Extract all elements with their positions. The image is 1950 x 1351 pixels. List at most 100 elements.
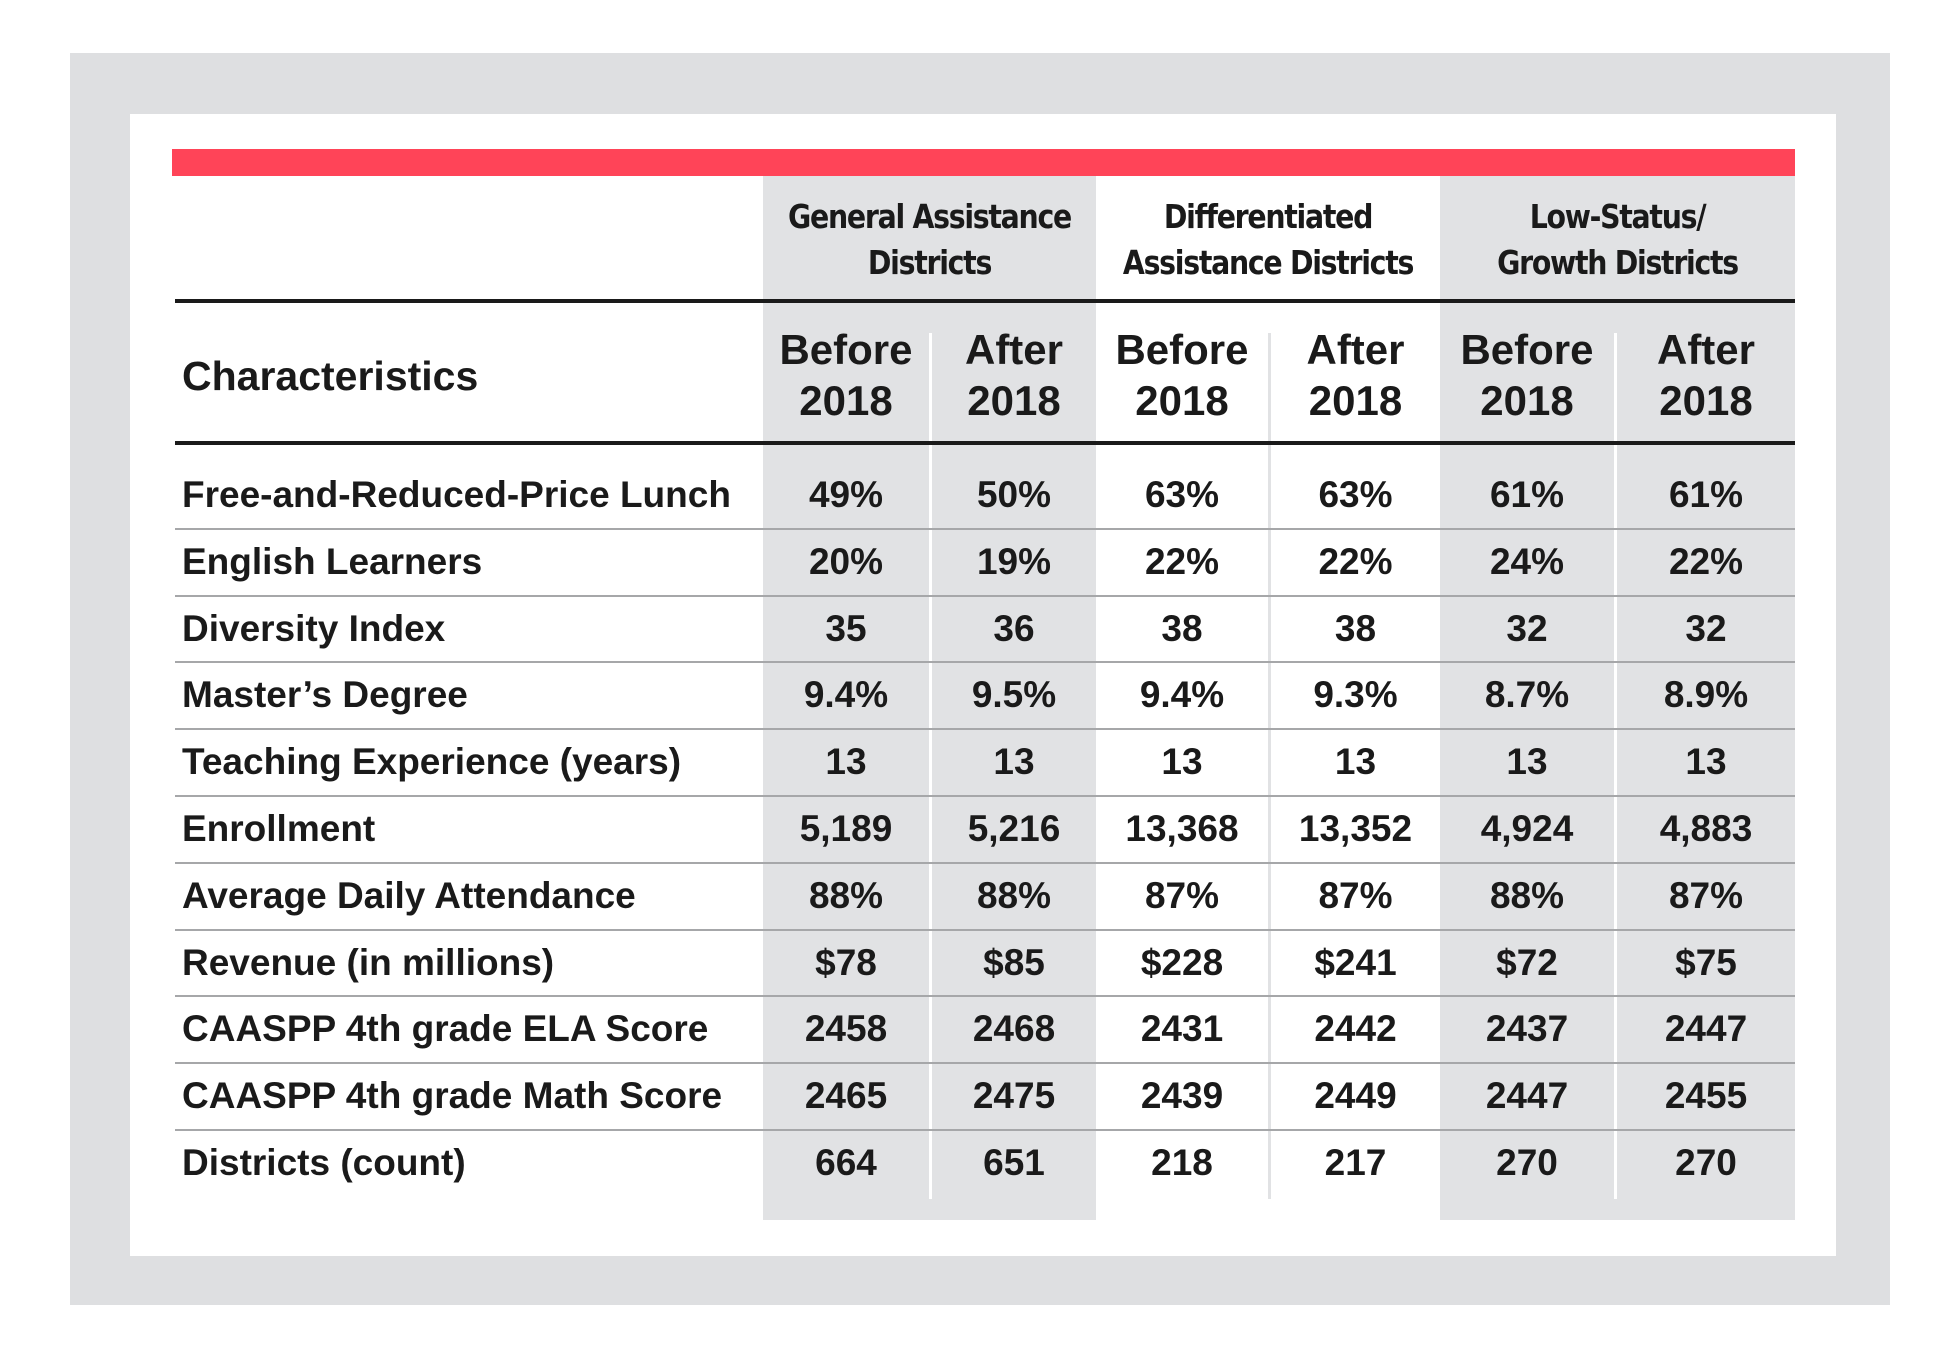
characteristics-header: Characteristics [182, 353, 479, 399]
table-cell: 664 [815, 1142, 877, 1183]
table-cell: 35 [825, 607, 867, 649]
row-separator [175, 929, 1795, 931]
table-cell: 88% [1489, 874, 1565, 916]
row-separator [175, 595, 1795, 597]
table-cell: $72 [1496, 941, 1558, 983]
period-header-before: Before 2018 [779, 326, 913, 424]
table-cell: 9.4% [1139, 674, 1225, 716]
table-cell: 2468 [972, 1008, 1056, 1050]
table-cell: 36 [993, 607, 1035, 649]
table-cell: 9.3% [1313, 674, 1398, 716]
table-cell: 4,883 [1659, 808, 1753, 849]
table-cell: 87% [1144, 874, 1220, 916]
header-rule-top [175, 299, 1795, 303]
row-label: Master’s Degree [182, 674, 468, 716]
row-label: Diversity Index [182, 607, 446, 649]
table-cell: 8.7% [1484, 674, 1570, 716]
row-label: Free-and-Reduced-Price Lunch [182, 474, 731, 515]
row-label: CAASPP 4th grade ELA Score [182, 1008, 709, 1050]
column-divider [929, 333, 932, 1199]
table-cell: 13 [1334, 741, 1377, 783]
row-separator [175, 995, 1795, 997]
period-header-before: Before 2018 [1115, 326, 1249, 424]
table-cell: 2449 [1314, 1075, 1397, 1117]
table-cell: 13 [825, 741, 867, 783]
table-cell: 63% [1144, 474, 1220, 515]
table-cell: 88% [976, 874, 1052, 916]
row-label: English Learners [182, 540, 483, 582]
table-cell: 87% [1668, 874, 1744, 916]
table-cell: 2431 [1140, 1008, 1224, 1050]
table-cell: 38 [1161, 607, 1203, 649]
period-header-before: Before 2018 [1460, 326, 1594, 424]
table-cell: 2447 [1485, 1075, 1569, 1117]
row-separator [175, 728, 1795, 730]
row-label: Teaching Experience (years) [182, 741, 682, 783]
table-cell: $241 [1314, 941, 1397, 983]
table-cell: 270 [1496, 1142, 1558, 1183]
table-cell: 9.4% [803, 674, 889, 716]
table-cell: 8.9% [1663, 674, 1749, 716]
table-cell: 50% [976, 474, 1052, 515]
period-header-after: After 2018 [964, 326, 1063, 424]
table-cell: 2465 [804, 1075, 888, 1117]
table-cell: $75 [1675, 941, 1737, 983]
low-status-growth-column-shade [1440, 176, 1795, 1220]
table-cell: 22% [1144, 540, 1220, 582]
table-cell: 2475 [972, 1075, 1056, 1117]
table-cell: 13 [1161, 741, 1203, 783]
row-label: Average Daily Attendance [182, 874, 636, 916]
table-cell: 87% [1318, 874, 1393, 916]
table-cell: 4,924 [1480, 808, 1574, 849]
table-cell: 13 [1685, 741, 1727, 783]
table-cell: 22% [1318, 540, 1393, 582]
table-cell: 63% [1318, 474, 1393, 515]
table-cell: 9.5% [971, 674, 1057, 716]
table-cell: 19% [976, 540, 1052, 582]
table-cell: 651 [983, 1142, 1045, 1183]
period-header-after: After 2018 [1306, 326, 1405, 424]
column-divider [1614, 333, 1617, 1199]
table-cell: 61% [1489, 474, 1565, 515]
row-label: Enrollment [182, 808, 376, 849]
table-cell: 88% [808, 874, 884, 916]
row-separator [175, 862, 1795, 864]
table-cell: 20% [808, 540, 884, 582]
table-cell: 49% [808, 474, 884, 515]
group-header-differentiated-assistance: Differentiated Assistance Districts [1122, 197, 1414, 282]
row-separator [175, 1129, 1795, 1131]
table-cell: 5,216 [967, 808, 1061, 849]
table-cell: 270 [1675, 1142, 1737, 1183]
row-label: Districts (count) [182, 1142, 466, 1183]
table-cell: 2447 [1664, 1008, 1748, 1050]
table-cell: 2437 [1485, 1008, 1569, 1050]
table-cell: 61% [1668, 474, 1744, 515]
table-cell: 32 [1685, 607, 1727, 649]
table-cell: 13 [1506, 741, 1548, 783]
table-cell: 38 [1334, 607, 1377, 649]
row-separator [175, 528, 1795, 530]
table-cell: 24% [1489, 540, 1565, 582]
row-label: CAASPP 4th grade Math Score [182, 1075, 723, 1117]
table-cell: 13,368 [1125, 808, 1239, 849]
table-cell: 32 [1506, 607, 1548, 649]
table-cell: $78 [815, 941, 877, 983]
table-cell: 2455 [1664, 1075, 1748, 1117]
table-cell: $85 [983, 941, 1045, 983]
table-cell: 13 [993, 741, 1035, 783]
accent-bar [172, 149, 1795, 176]
group-header-low-status-growth: Low-Status/Growth Districts [1497, 197, 1739, 282]
table-cell: $228 [1140, 941, 1224, 983]
table-cell: 218 [1151, 1142, 1213, 1183]
row-separator [175, 795, 1795, 797]
column-divider [1268, 333, 1271, 1199]
row-separator [175, 661, 1795, 663]
period-header-after: After 2018 [1656, 326, 1755, 424]
header-rule-bottom [175, 441, 1795, 445]
group-header-general-assistance: General Assistance Districts [788, 197, 1072, 282]
table-cell: 2439 [1140, 1075, 1224, 1117]
table-cell: 2458 [804, 1008, 888, 1050]
table-cell: 5,189 [799, 808, 893, 849]
row-label: Revenue (in millions) [182, 941, 555, 983]
table-cell: 13,352 [1298, 808, 1413, 849]
